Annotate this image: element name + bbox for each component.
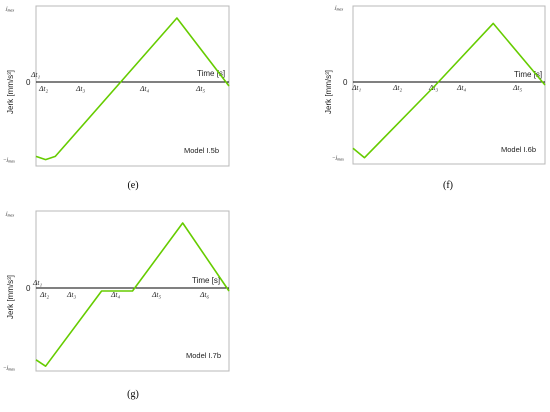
panel-caption: (f) — [443, 180, 453, 191]
interval-label-dt4: Δt₄ — [456, 83, 466, 92]
panel-e: jmax 0 −jmax Jerk [mm/s³] Time [s] Δt₁ Δ… — [3, 5, 230, 191]
jerk-series-line — [352, 22, 546, 159]
y-tick-bottom: −jmax — [3, 157, 15, 164]
interval-label-dt2: Δt₂ — [38, 84, 48, 93]
y-axis-label: Jerk [mm/s³] — [6, 70, 15, 114]
y-tick-zero: 0 — [343, 78, 348, 87]
interval-label-dt5: Δt₅ — [512, 83, 522, 92]
y-tick-bottom: −jmax — [332, 155, 344, 162]
interval-label-dt1: Δt₁ — [30, 70, 40, 79]
model-label: Model I.5b — [184, 146, 219, 155]
x-axis-label: Time [s] — [197, 69, 225, 78]
y-axis-label: Jerk [mm/s³] — [6, 275, 15, 319]
y-tick-zero: 0 — [26, 78, 31, 87]
model-label: Model I.7b — [186, 351, 221, 360]
interval-label-dt6: Δt₆ — [199, 290, 209, 299]
y-tick-top: jmax — [5, 6, 14, 13]
jerk-series-line — [35, 222, 230, 368]
interval-label-dt2: Δt₂ — [39, 290, 49, 299]
interval-label-dt1: Δt₁ — [32, 278, 42, 287]
panel-f: jmax 0 −jmax Jerk [mm/s³] Time [s] Δt₁ Δ… — [324, 5, 546, 191]
y-tick-top: jmax — [5, 211, 14, 218]
model-label: Model I.6b — [501, 145, 536, 154]
panel-caption: (e) — [127, 180, 138, 191]
interval-label-dt5: Δt₅ — [151, 290, 161, 299]
interval-label-dt4: Δt₄ — [139, 84, 149, 93]
panel-g: jmax 0 −jmax Jerk [mm/s³] Time [s] Δt₁ Δ… — [3, 210, 230, 400]
y-tick-top: jmax — [334, 5, 343, 12]
interval-label-dt3: Δt₃ — [75, 84, 85, 93]
x-axis-label: Time [s] — [192, 276, 220, 285]
y-tick-bottom: −jmax — [3, 365, 15, 372]
jerk-series-line — [35, 17, 230, 161]
interval-label-dt1: Δt₁ — [351, 83, 361, 92]
y-tick-zero: 0 — [26, 284, 31, 293]
x-axis-label: Time [s] — [514, 70, 542, 79]
interval-label-dt4: Δt₄ — [110, 290, 120, 299]
interval-label-dt2: Δt₂ — [392, 83, 402, 92]
interval-label-dt5: Δt₅ — [195, 84, 205, 93]
y-axis-label: Jerk [mm/s³] — [324, 70, 333, 114]
panel-caption: (g) — [127, 389, 139, 400]
interval-label-dt3: Δt₃ — [66, 290, 76, 299]
